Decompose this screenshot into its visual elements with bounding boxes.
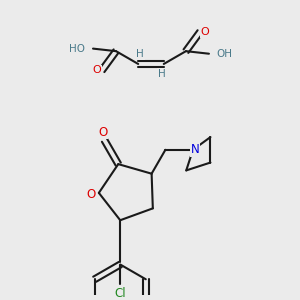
Text: HO: HO <box>69 44 85 54</box>
Text: N: N <box>190 143 199 156</box>
Text: OH: OH <box>217 49 233 59</box>
Text: O: O <box>98 126 107 139</box>
Text: H: H <box>136 49 144 59</box>
Text: O: O <box>200 27 209 37</box>
Text: H: H <box>158 69 166 79</box>
Text: O: O <box>93 65 101 75</box>
Text: Cl: Cl <box>114 286 126 299</box>
Text: O: O <box>86 188 96 201</box>
